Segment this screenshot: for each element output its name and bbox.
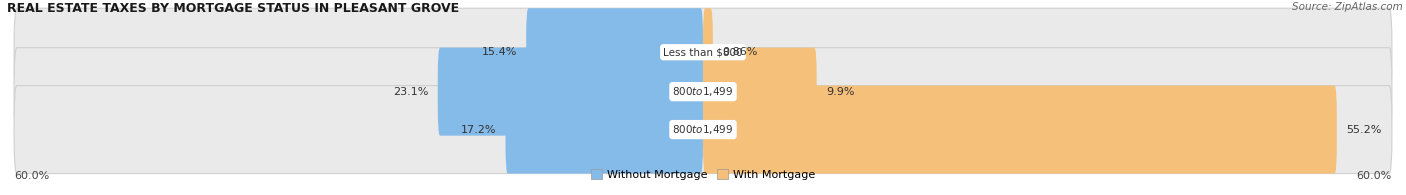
Text: 0.86%: 0.86% bbox=[723, 47, 758, 57]
FancyBboxPatch shape bbox=[14, 48, 1392, 136]
FancyBboxPatch shape bbox=[14, 8, 1392, 96]
Text: 23.1%: 23.1% bbox=[394, 87, 429, 97]
Text: REAL ESTATE TAXES BY MORTGAGE STATUS IN PLEASANT GROVE: REAL ESTATE TAXES BY MORTGAGE STATUS IN … bbox=[7, 2, 460, 15]
Text: 9.9%: 9.9% bbox=[825, 87, 855, 97]
Text: $800 to $1,499: $800 to $1,499 bbox=[672, 85, 734, 98]
FancyBboxPatch shape bbox=[437, 48, 703, 136]
FancyBboxPatch shape bbox=[506, 86, 703, 174]
Text: 15.4%: 15.4% bbox=[482, 47, 517, 57]
Text: 60.0%: 60.0% bbox=[1357, 170, 1392, 181]
FancyBboxPatch shape bbox=[526, 8, 703, 96]
Legend: Without Mortgage, With Mortgage: Without Mortgage, With Mortgage bbox=[586, 165, 820, 184]
FancyBboxPatch shape bbox=[14, 86, 1392, 174]
Text: 60.0%: 60.0% bbox=[14, 170, 49, 181]
Text: 55.2%: 55.2% bbox=[1346, 125, 1381, 135]
Text: Less than $800: Less than $800 bbox=[664, 47, 742, 57]
FancyBboxPatch shape bbox=[703, 86, 1337, 174]
Text: $800 to $1,499: $800 to $1,499 bbox=[672, 123, 734, 136]
Text: Source: ZipAtlas.com: Source: ZipAtlas.com bbox=[1292, 2, 1403, 12]
Text: 17.2%: 17.2% bbox=[461, 125, 496, 135]
FancyBboxPatch shape bbox=[703, 48, 817, 136]
FancyBboxPatch shape bbox=[703, 8, 713, 96]
